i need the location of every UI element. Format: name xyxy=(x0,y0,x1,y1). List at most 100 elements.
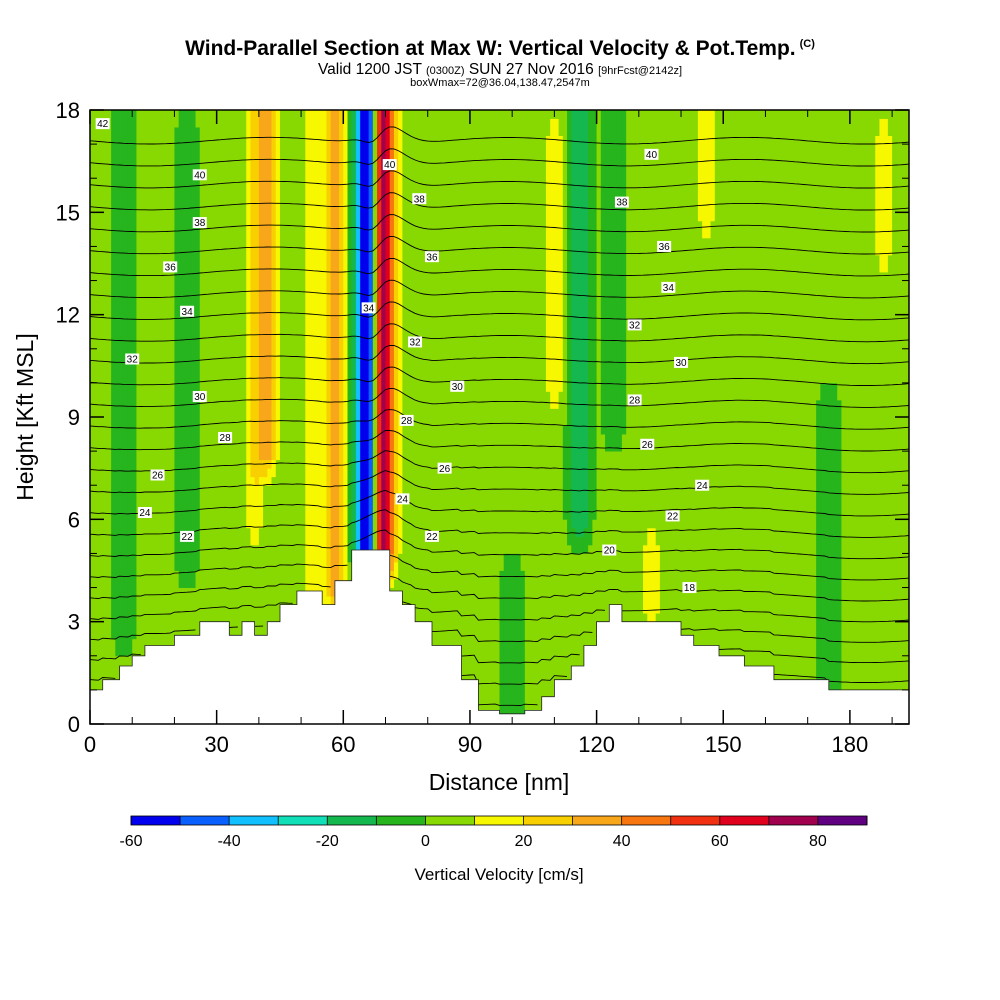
field-cell xyxy=(731,110,737,724)
field-cell xyxy=(326,110,332,597)
colorbar-swatch xyxy=(376,816,426,825)
field-cell xyxy=(816,399,821,708)
theta-label-bg xyxy=(695,479,710,491)
theta-label-text: 24 xyxy=(697,481,709,492)
field-cell xyxy=(322,110,328,606)
field-cell xyxy=(588,544,593,724)
field-cell xyxy=(132,110,138,640)
field-cell xyxy=(550,408,555,724)
theta-contour-line xyxy=(90,192,909,211)
field-cell xyxy=(613,451,619,724)
field-cell xyxy=(795,110,800,724)
theta-contour-line xyxy=(90,529,909,560)
field-cell xyxy=(516,110,522,554)
field-cell xyxy=(575,553,581,724)
theta-contour-line xyxy=(90,170,909,189)
field-cell xyxy=(203,110,209,724)
x-tick-label: 150 xyxy=(705,732,742,757)
field-cell xyxy=(115,110,121,657)
field-cell xyxy=(685,110,691,724)
theta-contour-line xyxy=(90,323,909,343)
theta-contour-line xyxy=(90,366,909,386)
field-cell xyxy=(220,110,226,724)
field-cell xyxy=(820,382,826,724)
y-tick-label: 15 xyxy=(56,200,80,225)
field-cell xyxy=(761,110,767,724)
theta-contour-labels: 42 40 38 36 34 32 30 28 26 24 22 40 38 36 34 32 30 28 26 24… xyxy=(95,118,710,594)
theta-label-text: 22 xyxy=(426,532,438,543)
field-cell xyxy=(478,110,484,724)
title-text: Wind-Parallel Section at Max W: Vertical… xyxy=(185,37,796,60)
field-cell xyxy=(415,110,420,724)
theta-label: 26 xyxy=(150,469,165,482)
x-tick-label: 30 xyxy=(204,732,228,757)
field-cell xyxy=(659,110,665,724)
colorbar-tick-label: 0 xyxy=(421,833,430,850)
field-cell xyxy=(339,110,344,597)
theta-label-bg xyxy=(665,510,680,522)
y-tick-label: 18 xyxy=(56,98,80,123)
theta-label: 26 xyxy=(437,462,452,475)
box-info: boxWmax=72@36.04,138.47,2547m xyxy=(410,77,590,89)
field-cell xyxy=(225,110,230,724)
field-cell xyxy=(887,135,893,256)
field-cell xyxy=(613,110,619,452)
theta-label: 36 xyxy=(657,240,672,253)
field-cell xyxy=(436,110,441,724)
theta-label-bg xyxy=(192,217,207,229)
theta-label-bg xyxy=(150,469,165,481)
colorbar-tick-label: 20 xyxy=(515,833,533,850)
theta-contour-line xyxy=(90,301,909,321)
theta-label: 18 xyxy=(682,582,697,594)
field-cell xyxy=(448,110,454,724)
colorbar-swatch xyxy=(425,816,475,825)
colorbar-swatch xyxy=(523,816,574,825)
field-cell xyxy=(111,110,116,640)
y-tick-label: 12 xyxy=(56,303,80,328)
field-cell xyxy=(237,110,243,724)
field-cell xyxy=(820,110,826,384)
y-tick-label: 3 xyxy=(68,610,80,635)
field-cell xyxy=(267,110,273,461)
theta-label-text: 34 xyxy=(663,283,675,294)
field-cell xyxy=(368,110,374,571)
field-cell xyxy=(127,110,133,657)
field-cell xyxy=(545,110,551,136)
field-cell xyxy=(693,110,699,724)
theta-label: 40 xyxy=(382,159,397,171)
field-cell xyxy=(393,561,399,580)
theta-label: 24 xyxy=(137,507,152,519)
theta-label: 32 xyxy=(408,336,423,349)
field-cell xyxy=(263,485,268,724)
theta-label: 30 xyxy=(674,356,689,369)
field-cell xyxy=(596,110,602,724)
field-cell xyxy=(790,110,796,724)
theta-label: 28 xyxy=(218,431,233,444)
field-cell xyxy=(241,110,247,724)
field-cell xyxy=(267,459,273,469)
theta-label-bg xyxy=(408,336,423,348)
theta-label: 28 xyxy=(399,414,414,427)
field-cell xyxy=(271,459,277,478)
colorbar-swatch xyxy=(131,816,181,825)
field-cell xyxy=(165,110,171,724)
field-cell xyxy=(533,110,539,724)
theta-label: 22 xyxy=(180,530,195,543)
field-cell xyxy=(419,110,425,724)
theta-label-text: 30 xyxy=(194,392,206,403)
field-cell xyxy=(837,110,843,401)
field-cell xyxy=(499,110,505,571)
field-cell xyxy=(174,110,180,128)
theta-label: 22 xyxy=(424,530,439,543)
field-cell xyxy=(491,110,496,724)
field-cell xyxy=(157,110,163,724)
field-cell xyxy=(583,553,589,724)
field-cell xyxy=(676,110,682,724)
field-cell xyxy=(360,110,366,571)
field-cell xyxy=(879,110,885,119)
y-tick-label: 0 xyxy=(68,712,80,737)
theta-label: 40 xyxy=(192,169,207,181)
field-cell xyxy=(740,110,745,724)
colorbar-tick-label: 60 xyxy=(711,833,729,850)
field-cell xyxy=(643,110,648,546)
